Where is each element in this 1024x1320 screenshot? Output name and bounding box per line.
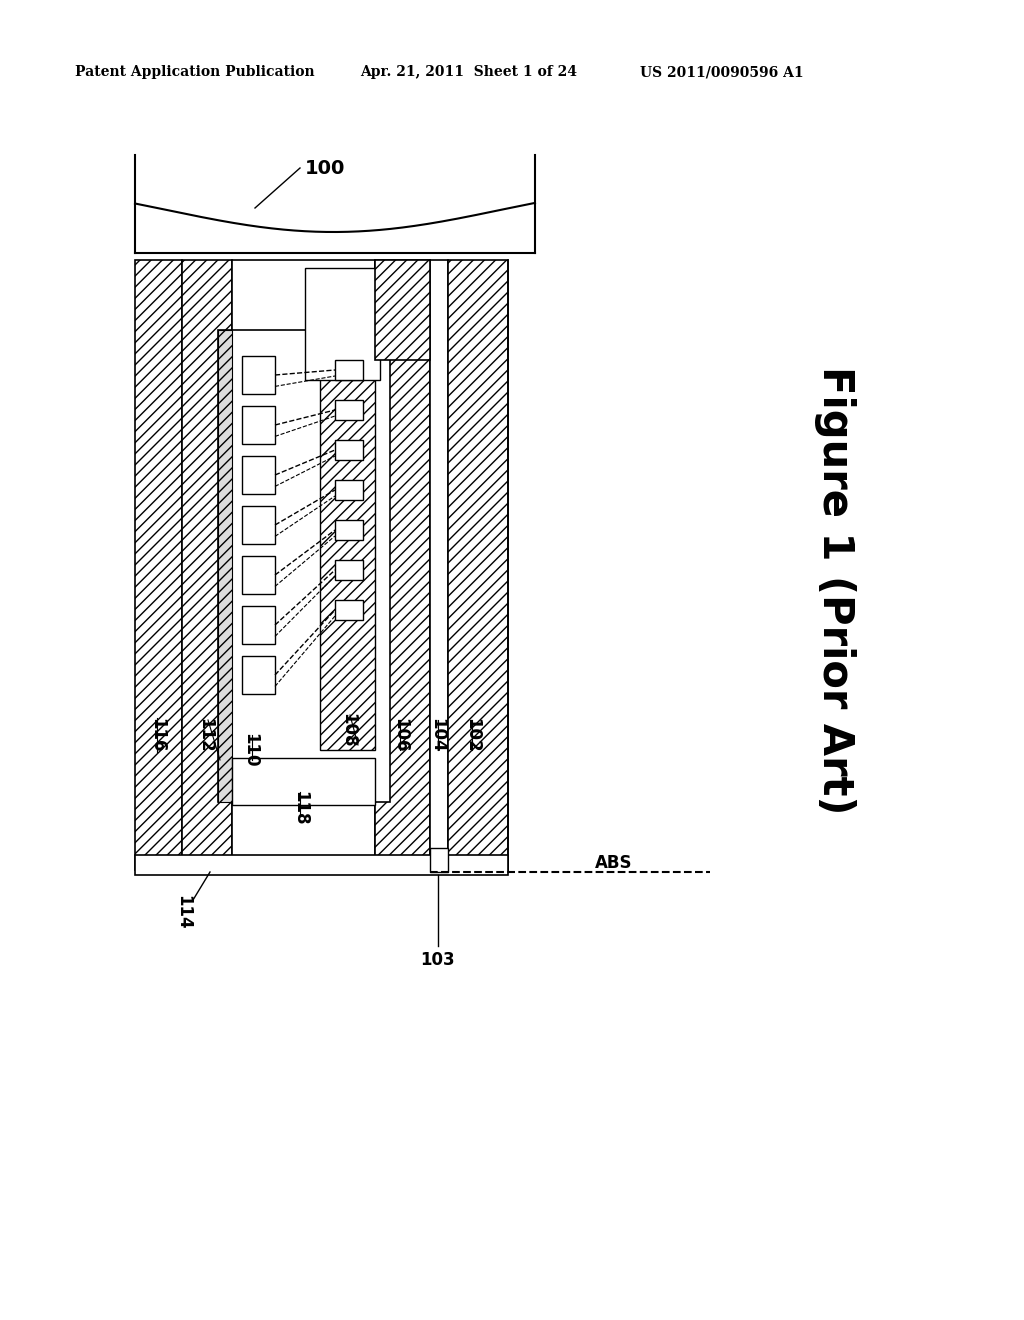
- Text: 114: 114: [174, 895, 193, 929]
- Bar: [232, 758, 375, 805]
- Text: 118: 118: [291, 791, 309, 825]
- Bar: [242, 455, 275, 494]
- Bar: [319, 330, 375, 750]
- Bar: [218, 330, 232, 803]
- Bar: [335, 400, 362, 420]
- Text: 116: 116: [148, 718, 166, 752]
- Text: 106: 106: [391, 718, 409, 752]
- Bar: [375, 260, 430, 360]
- Bar: [319, 271, 375, 341]
- Text: Figure 1 (Prior Art): Figure 1 (Prior Art): [814, 366, 856, 814]
- Bar: [375, 260, 430, 870]
- Bar: [449, 260, 508, 870]
- Bar: [242, 606, 275, 644]
- Bar: [242, 556, 275, 594]
- Bar: [335, 440, 362, 459]
- Bar: [335, 480, 362, 500]
- Bar: [135, 260, 182, 870]
- Bar: [430, 260, 449, 870]
- Bar: [335, 520, 362, 540]
- Text: ABS: ABS: [595, 854, 633, 873]
- Bar: [335, 601, 362, 620]
- Bar: [430, 847, 449, 873]
- Text: 112: 112: [196, 718, 214, 752]
- Bar: [305, 268, 380, 380]
- Text: 103: 103: [421, 950, 456, 969]
- Bar: [242, 506, 275, 544]
- Text: 100: 100: [305, 158, 345, 177]
- Text: US 2011/0090596 A1: US 2011/0090596 A1: [640, 65, 804, 79]
- Text: 104: 104: [428, 718, 446, 752]
- Bar: [242, 356, 275, 393]
- Bar: [232, 260, 375, 870]
- Text: 108: 108: [339, 713, 357, 747]
- Text: 102: 102: [463, 718, 481, 752]
- Text: Apr. 21, 2011  Sheet 1 of 24: Apr. 21, 2011 Sheet 1 of 24: [360, 65, 577, 79]
- Bar: [135, 855, 508, 875]
- Bar: [218, 330, 390, 803]
- Bar: [182, 260, 232, 870]
- Bar: [335, 360, 362, 380]
- Text: 110: 110: [241, 733, 259, 767]
- Text: Patent Application Publication: Patent Application Publication: [75, 65, 314, 79]
- Bar: [242, 407, 275, 444]
- Polygon shape: [135, 154, 535, 253]
- Bar: [242, 656, 275, 694]
- Bar: [335, 560, 362, 579]
